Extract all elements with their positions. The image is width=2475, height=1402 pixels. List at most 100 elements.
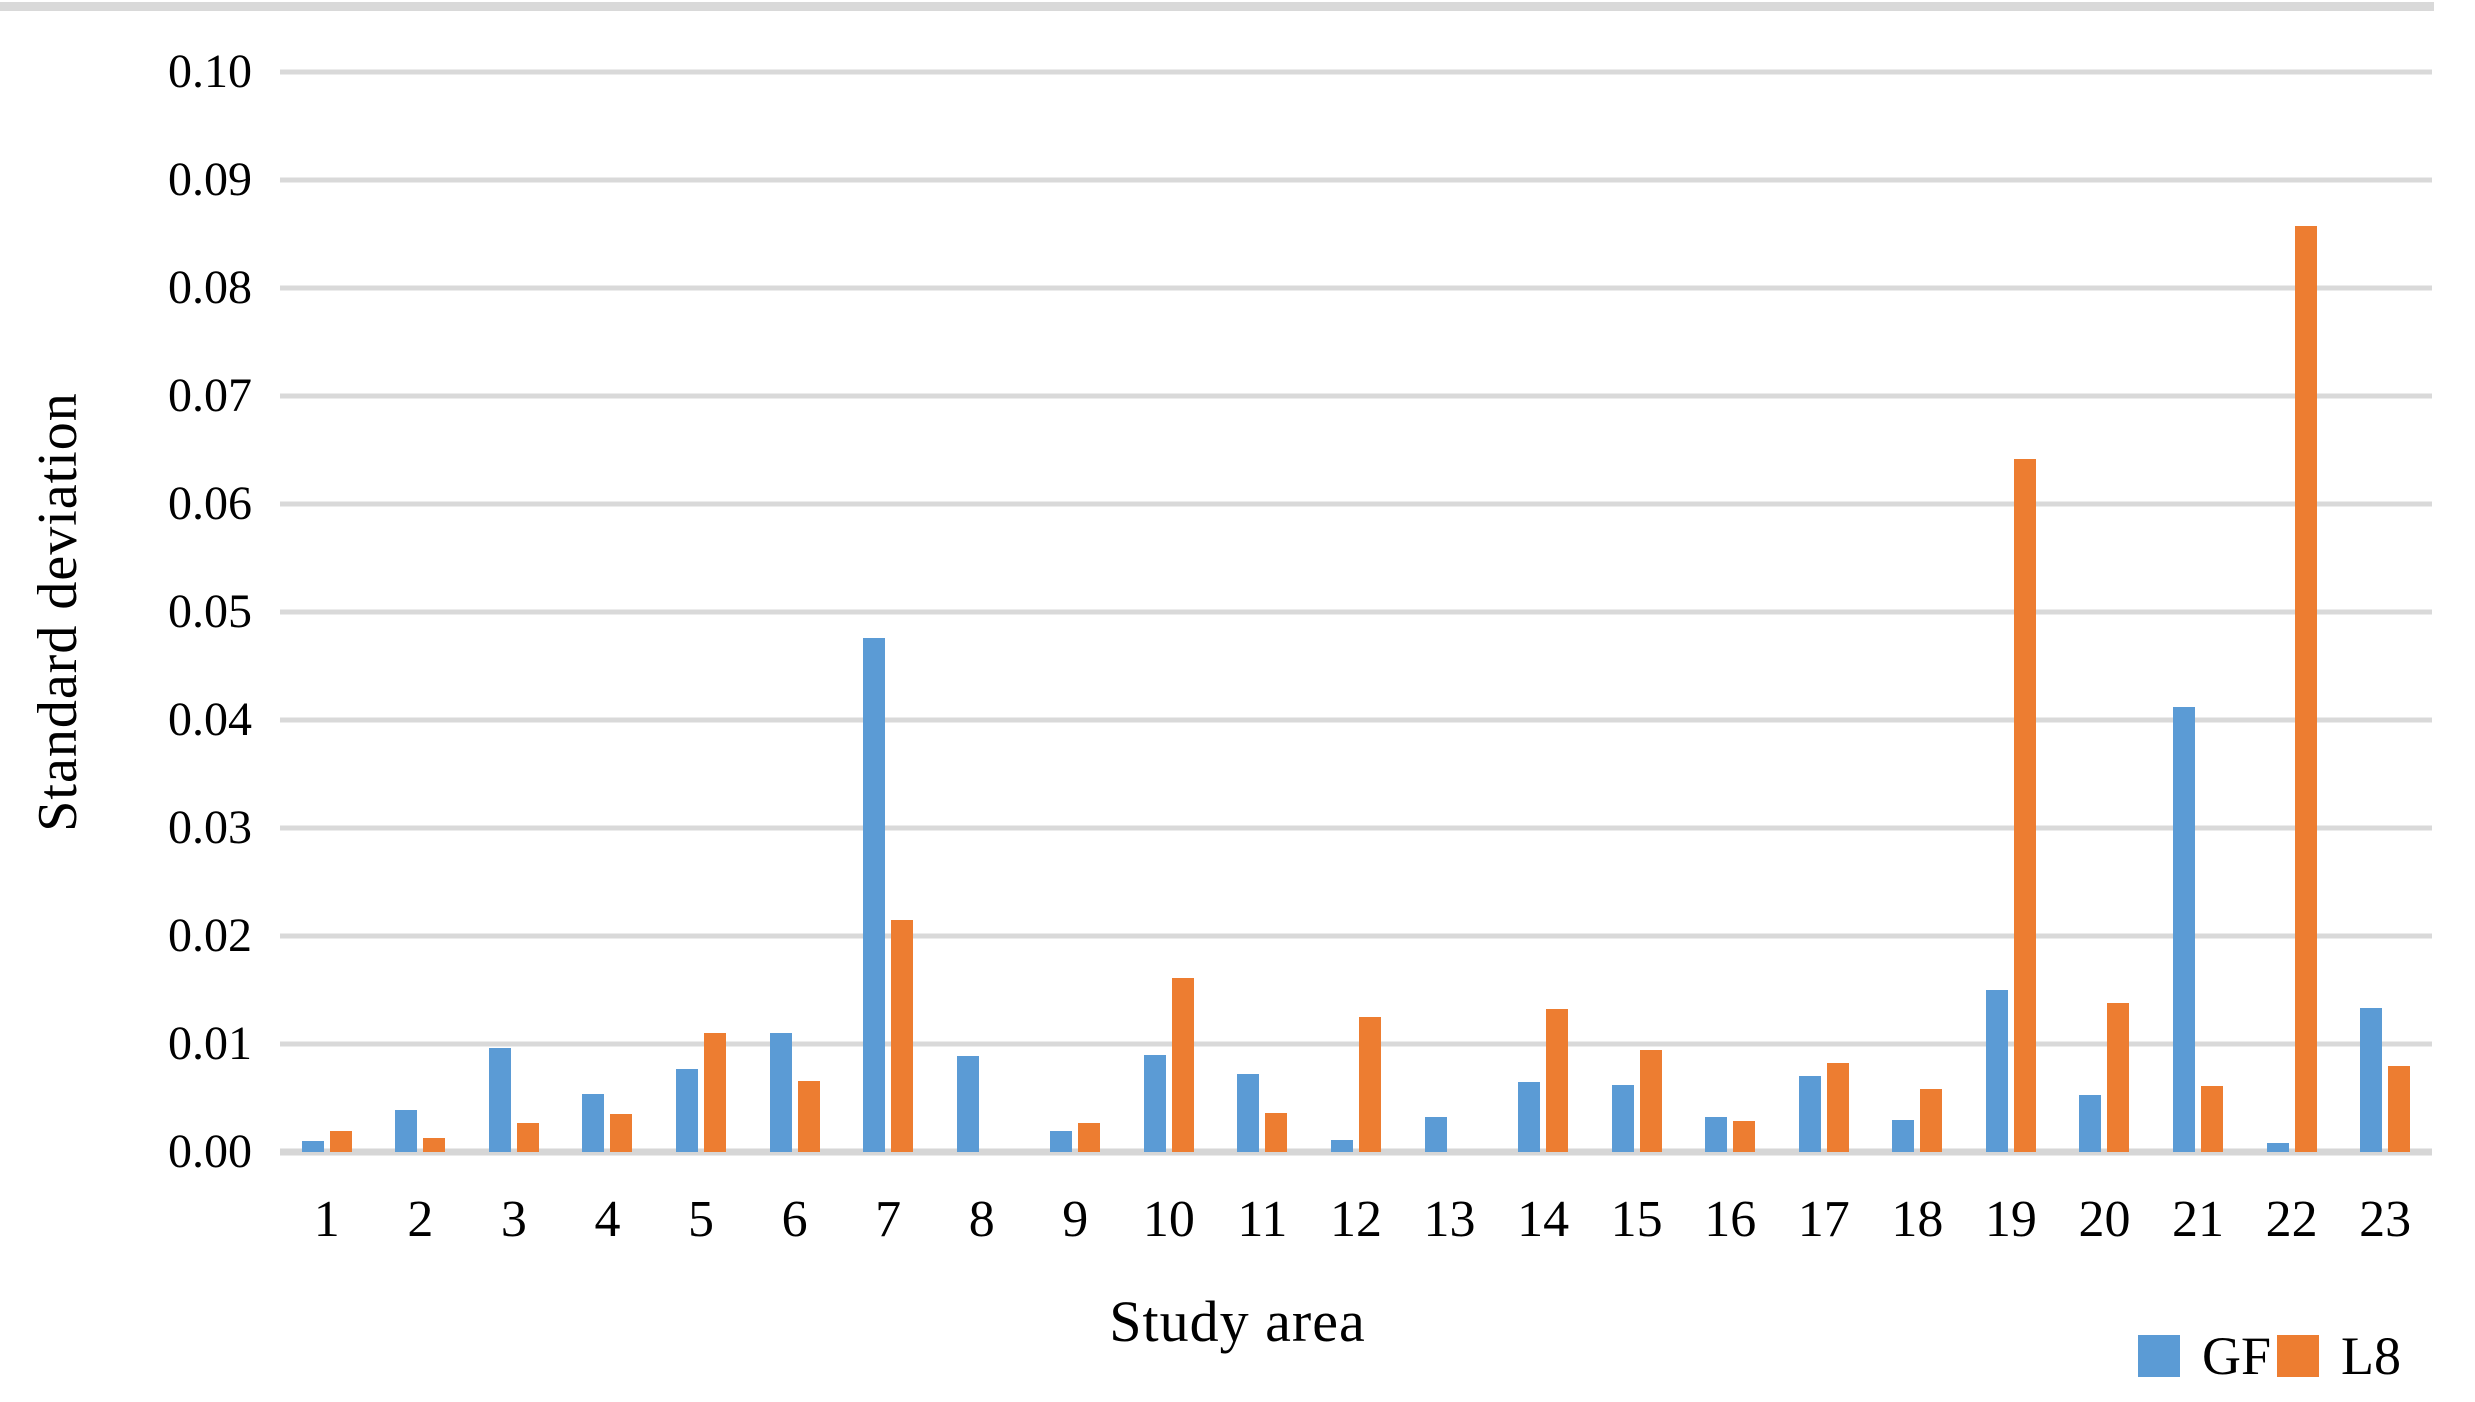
x-tick-label-1: 1 (313, 1191, 340, 1248)
gridline-0.05 (280, 609, 2432, 615)
bar-group-8 (935, 72, 1029, 1152)
bar-gf-area-11 (1237, 1074, 1260, 1152)
bar-gf-area-4 (582, 1093, 605, 1152)
bar-group-21 (2151, 72, 2245, 1152)
bar-group-7 (841, 72, 935, 1152)
bar-l8-area-7 (891, 919, 914, 1152)
bar-l8-area-5 (704, 1033, 727, 1152)
bar-gf-area-18 (1892, 1119, 1915, 1152)
bar-l8-area-3 (516, 1122, 539, 1152)
gridline-0.06 (280, 501, 2432, 507)
bar-gf-area-3 (488, 1048, 511, 1152)
bar-group-2 (374, 72, 468, 1152)
bar-gf-area-14 (1518, 1081, 1541, 1152)
x-tick-label-14: 14 (1517, 1191, 1570, 1248)
y-tick-label: 0.04 (168, 693, 252, 746)
gridline-0.00 (280, 1148, 2432, 1156)
bar-l8-area-10 (1171, 978, 1194, 1152)
x-tick-label-21: 21 (2172, 1191, 2225, 1248)
bar-l8-area-17 (1826, 1063, 1849, 1152)
x-tick-label-8: 8 (968, 1191, 995, 1248)
gridline-0.07 (280, 393, 2432, 399)
x-tick-label-17: 17 (1797, 1191, 1850, 1248)
bar-l8-area-1 (329, 1131, 352, 1152)
x-tick-label-10: 10 (1142, 1191, 1195, 1248)
bar-gf-area-12 (1330, 1140, 1353, 1152)
bar-gf-area-1 (301, 1141, 324, 1152)
x-tick-label-3: 3 (500, 1191, 527, 1248)
bar-group-14 (1496, 72, 1590, 1152)
x-tick-label-20: 20 (2078, 1191, 2131, 1248)
x-tick-label-12: 12 (1329, 1191, 1382, 1248)
y-tick-label: 0.00 (168, 1125, 252, 1178)
y-tick-label: 0.08 (168, 261, 252, 314)
bar-gf-area-5 (676, 1068, 699, 1152)
x-tick-label-2: 2 (407, 1191, 434, 1248)
y-tick-label: 0.06 (168, 477, 252, 530)
x-tick-label-4: 4 (594, 1191, 621, 1248)
bars-layer (280, 72, 2432, 1152)
x-tick-label-16: 16 (1704, 1191, 1757, 1248)
gridline-0.09 (280, 177, 2432, 183)
bar-gf-area-9 (1050, 1131, 1073, 1152)
x-tick-label-15: 15 (1610, 1191, 1663, 1248)
bar-gf-area-19 (1985, 990, 2008, 1152)
x-tick-label-13: 13 (1423, 1191, 1476, 1248)
top-border (0, 2, 2434, 11)
bar-gf-area-16 (1705, 1117, 1728, 1152)
bar-group-6 (748, 72, 842, 1152)
x-tick-label-7: 7 (875, 1191, 902, 1248)
bar-gf-area-21 (2173, 707, 2196, 1152)
bar-l8-area-15 (1639, 1050, 1662, 1152)
x-tick-label-9: 9 (1062, 1191, 1089, 1248)
x-axis-labels: 1 2 3 4 5 6 7 8 9 10 11 12 13 14 15 16 17 18 19 20 21 22 23 (280, 1192, 2432, 1248)
bar-group-18 (1871, 72, 1965, 1152)
bar-group-5 (654, 72, 748, 1152)
legend-swatch-l8 (2277, 1335, 2320, 1377)
x-tick-label-19: 19 (1984, 1191, 2037, 1248)
y-tick-label: 0.05 (168, 585, 252, 638)
x-tick-label-18: 18 (1891, 1191, 1944, 1248)
bar-group-15 (1590, 72, 1684, 1152)
bar-gf-area-8 (956, 1055, 979, 1152)
bar-group-10 (1122, 72, 1216, 1152)
bar-l8-area-6 (797, 1080, 820, 1152)
legend: GF L8 (2138, 1326, 2401, 1386)
x-axis-title: Study area (1109, 1289, 1366, 1354)
bar-l8-area-4 (610, 1114, 633, 1152)
x-tick-label-6: 6 (781, 1191, 808, 1248)
bar-l8-area-14 (1546, 1009, 1569, 1152)
y-tick-label: 0.03 (168, 801, 252, 854)
gridline-0.04 (280, 717, 2432, 723)
gridline-0.01 (280, 1041, 2432, 1047)
bar-group-17 (1777, 72, 1871, 1152)
x-tick-label-23: 23 (2359, 1191, 2412, 1248)
x-tick-label-11: 11 (1237, 1191, 1288, 1248)
bar-l8-area-16 (1733, 1120, 1756, 1152)
bar-gf-area-13 (1424, 1117, 1447, 1152)
bar-l8-area-11 (1265, 1113, 1288, 1152)
y-tick-label: 0.10 (168, 45, 252, 98)
bar-gf-area-23 (2360, 1008, 2383, 1152)
bar-l8-area-18 (1920, 1089, 1943, 1152)
bar-gf-area-17 (1798, 1076, 1821, 1152)
gridline-0.03 (280, 825, 2432, 831)
bar-group-1 (280, 72, 374, 1152)
bar-l8-area-9 (1078, 1122, 1101, 1152)
gridline-0.08 (280, 285, 2432, 291)
bar-group-13 (1403, 72, 1497, 1152)
bar-l8-area-23 (2388, 1065, 2411, 1152)
x-tick-label-22: 22 (2265, 1191, 2318, 1248)
legend-item-l8: L8 (2277, 1325, 2401, 1387)
y-tick-label: 0.01 (168, 1017, 252, 1070)
bar-gf-area-6 (769, 1033, 792, 1152)
plot-area (280, 69, 2432, 1156)
y-tick-label: 0.02 (168, 909, 252, 962)
bar-gf-area-20 (2079, 1094, 2102, 1152)
y-axis-labels: 0.10 0.09 0.08 0.07 0.06 0.05 0.04 0.03 0.02 0.01… (40, 45, 252, 1179)
bar-group-11 (1216, 72, 1310, 1152)
bar-group-9 (1029, 72, 1123, 1152)
gridline-0.10 (280, 69, 2432, 75)
bar-l8-area-2 (423, 1137, 446, 1152)
